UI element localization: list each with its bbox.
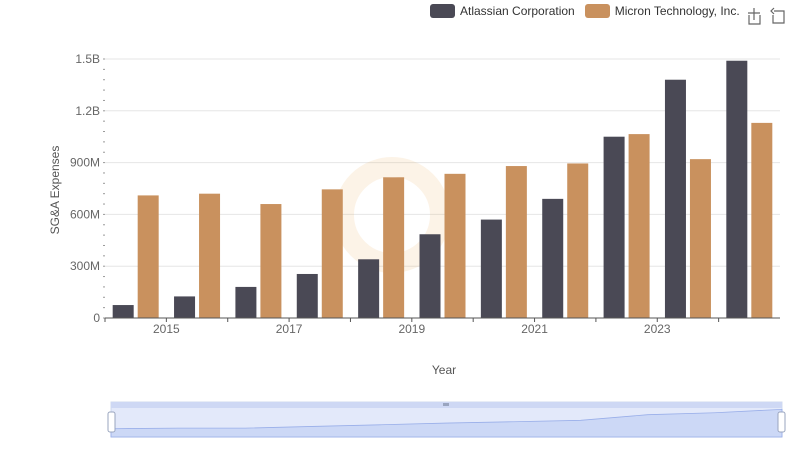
bar-atlassian-2023[interactable]: [664, 79, 686, 318]
data-zoom-slider[interactable]: [107, 401, 786, 438]
bar-atlassian-2014[interactable]: [112, 305, 134, 318]
zoom-handle-right[interactable]: [777, 411, 786, 433]
x-tick-label: 2019: [398, 322, 425, 336]
bars-group: [112, 60, 773, 319]
x-axis-label: Year: [432, 363, 456, 377]
tick-labels: 0 300M 600M 900M 1.2B 1.5B 2015 2017 2019 2021 202…: [70, 52, 671, 336]
axes: [103, 58, 780, 322]
legend-label-atlassian: Atlassian Corporation: [460, 4, 575, 18]
legend-item-atlassian[interactable]: Atlassian Corporation: [430, 4, 575, 18]
bar-atlassian-2022[interactable]: [603, 136, 625, 318]
x-tick-label: 2015: [153, 322, 180, 336]
bar-atlassian-2015[interactable]: [174, 296, 196, 318]
legend: Atlassian Corporation Micron Technology,…: [430, 4, 750, 18]
y-tick-label: 0: [93, 311, 100, 325]
bar-atlassian-2020[interactable]: [480, 219, 502, 318]
y-tick-label: 300M: [70, 259, 100, 273]
toolbox: [745, 7, 793, 25]
bar-micron-2014[interactable]: [137, 195, 159, 318]
bar-micron-2023[interactable]: [689, 159, 711, 318]
bar-atlassian-2019[interactable]: [419, 234, 441, 318]
zoom-drag-grip[interactable]: [443, 403, 449, 406]
bar-atlassian-2017[interactable]: [296, 273, 318, 318]
legend-label-micron: Micron Technology, Inc.: [614, 4, 740, 18]
legend-swatch-micron: [584, 4, 610, 18]
bar-atlassian-2021[interactable]: [542, 198, 564, 318]
bar-micron-2021[interactable]: [567, 163, 589, 318]
y-tick-label: 900M: [70, 156, 100, 170]
bar-micron-2024[interactable]: [751, 122, 773, 319]
y-tick-label: 600M: [70, 207, 100, 221]
y-tick-label: 1.5B: [75, 52, 100, 66]
x-tick-label: 2023: [644, 322, 671, 336]
x-tick-label: 2017: [276, 322, 303, 336]
legend-item-micron[interactable]: Micron Technology, Inc.: [584, 4, 740, 18]
y-axis-label: SG&A Expenses: [48, 146, 62, 235]
bar-micron-2017[interactable]: [321, 189, 343, 318]
bar-atlassian-2016[interactable]: [235, 286, 257, 318]
bar-micron-2018[interactable]: [383, 177, 405, 318]
bar-micron-2020[interactable]: [505, 166, 527, 318]
zoom-icon[interactable]: [745, 7, 763, 25]
bar-atlassian-2024[interactable]: [726, 60, 748, 319]
zoom-preview-area: [110, 408, 783, 438]
bar-micron-2022[interactable]: [628, 134, 650, 318]
bar-atlassian-2018[interactable]: [358, 259, 380, 318]
y-tick-label: 1.2B: [75, 104, 100, 118]
bar-micron-2019[interactable]: [444, 173, 466, 318]
restore-icon[interactable]: [769, 7, 787, 25]
bar-micron-2016[interactable]: [260, 204, 282, 318]
bar-micron-2015[interactable]: [199, 193, 221, 318]
legend-swatch-atlassian: [430, 4, 455, 18]
x-tick-label: 2021: [521, 322, 548, 336]
zoom-handle-left[interactable]: [107, 411, 116, 433]
